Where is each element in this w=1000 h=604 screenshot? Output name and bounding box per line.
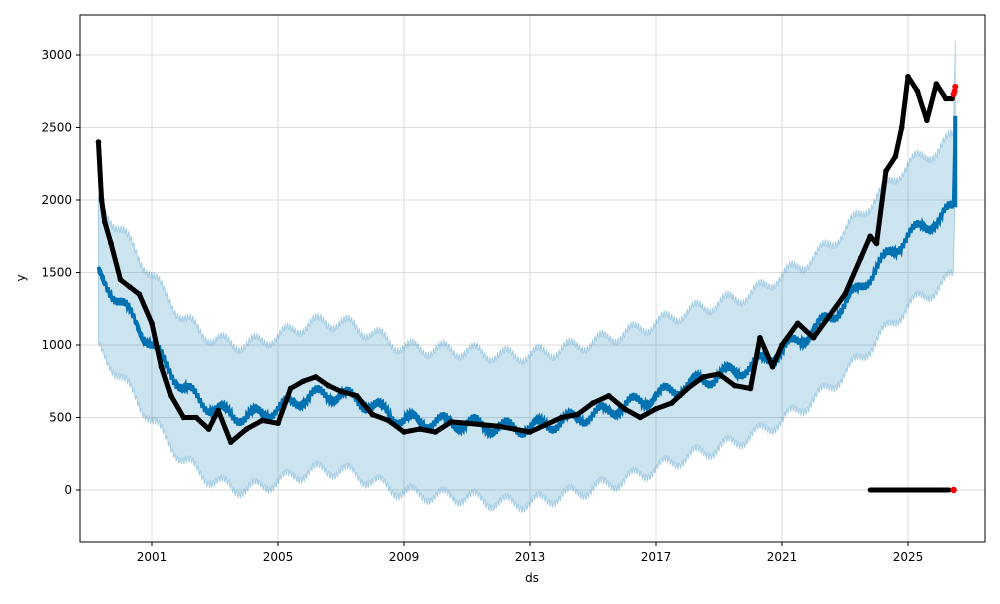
actual-point <box>933 81 940 87</box>
actual-point <box>495 423 502 430</box>
actual-point <box>98 197 105 203</box>
actual-point <box>108 240 114 247</box>
actual-point <box>448 419 455 425</box>
y-axis: 0 500 1000 1500 2000 2500 3000 <box>41 48 80 497</box>
actual-point <box>653 406 659 412</box>
actual-point <box>898 124 905 131</box>
actual-point <box>542 421 549 428</box>
actual-point <box>637 414 644 421</box>
actual-point <box>369 411 376 418</box>
actual-point <box>914 88 921 95</box>
actual-point <box>590 400 596 406</box>
actual-point <box>873 240 880 247</box>
actual-point <box>385 417 392 424</box>
actual-point <box>95 139 102 145</box>
actual-point <box>794 320 801 327</box>
actual-point <box>127 284 133 290</box>
actual-point <box>215 407 221 414</box>
actual-point <box>353 392 360 399</box>
actual-point <box>857 255 864 261</box>
y-tick-label: 0 <box>64 483 72 497</box>
actual-point <box>826 313 833 319</box>
highlight-zero-point <box>950 486 957 494</box>
x-tick-label: 2025 <box>893 550 924 564</box>
actual-point <box>621 406 628 412</box>
actual-point <box>243 426 250 432</box>
actual-point <box>158 363 165 370</box>
actual-point <box>313 374 319 380</box>
x-axis-label: ds <box>525 571 539 585</box>
uncertainty-area <box>97 40 956 514</box>
x-tick-label: 2009 <box>389 550 420 564</box>
actual-point <box>574 411 581 418</box>
y-tick-label: 2000 <box>41 193 72 207</box>
actual-point <box>716 371 722 377</box>
actual-point <box>401 429 407 435</box>
actual-point <box>684 385 691 392</box>
actual-point <box>558 414 565 421</box>
actual-point <box>842 291 848 298</box>
actual-point <box>275 420 281 427</box>
actual-point <box>101 218 108 225</box>
actual-point <box>416 426 423 432</box>
actual-point <box>511 426 518 432</box>
actual-point <box>668 400 675 406</box>
actual-point <box>432 429 439 435</box>
actual-point <box>747 385 754 392</box>
actual-trace <box>95 74 953 445</box>
x-axis: 2001 2005 2009 2013 2017 2021 2025 <box>137 542 924 564</box>
actual-point <box>943 95 949 102</box>
actual-point <box>180 414 187 421</box>
x-tick-label: 2017 <box>641 550 672 564</box>
actual-point <box>924 117 930 124</box>
grid <box>80 15 985 542</box>
highlight-point <box>951 88 958 95</box>
actual-point <box>300 378 307 385</box>
y-axis-label: y <box>14 274 28 281</box>
actual-point <box>149 320 155 327</box>
actual-point <box>892 153 899 160</box>
actual-point <box>325 382 332 389</box>
actual-point <box>810 334 817 341</box>
actual-point <box>259 417 266 424</box>
actual-point <box>731 382 738 389</box>
actual-point <box>527 429 533 435</box>
actual-point <box>905 73 911 80</box>
x-tick-label: 2005 <box>263 550 294 564</box>
actual-point <box>757 334 763 341</box>
actual-point <box>287 385 294 392</box>
actual-point <box>117 276 124 283</box>
actual-point <box>479 421 486 428</box>
x-tick-label: 2013 <box>515 550 546 564</box>
actual-point <box>205 426 212 432</box>
y-tick-label: 500 <box>49 411 72 425</box>
actual-point <box>338 388 344 395</box>
y-tick-label: 1000 <box>41 338 72 352</box>
actual-point <box>867 233 873 240</box>
actual-point <box>605 392 612 399</box>
actual-point <box>464 420 470 427</box>
y-tick-label: 3000 <box>41 48 72 62</box>
x-tick-label: 2021 <box>767 550 798 564</box>
actual-point <box>769 363 776 370</box>
actual-point <box>227 439 234 445</box>
actual-point <box>700 374 707 380</box>
actual-point <box>136 291 143 298</box>
actual-point <box>779 342 785 348</box>
actual-point <box>883 168 889 174</box>
actual-point <box>168 392 174 399</box>
actual-point <box>193 414 199 421</box>
y-tick-label: 1500 <box>41 266 72 280</box>
x-tick-label: 2001 <box>137 550 168 564</box>
plot-frame <box>79 14 986 543</box>
uncertainty-band <box>97 40 956 514</box>
actual-points <box>95 73 959 494</box>
y-tick-label: 2500 <box>41 121 72 135</box>
